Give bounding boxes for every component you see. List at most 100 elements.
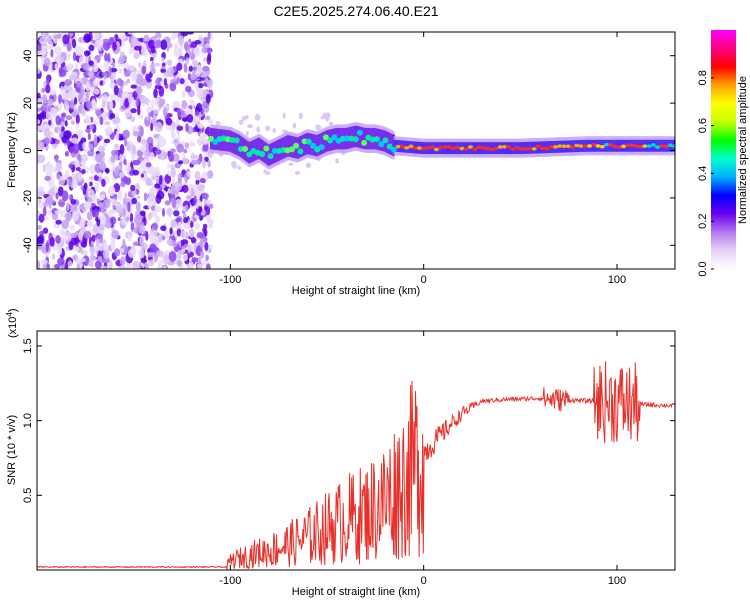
track-peak	[242, 145, 249, 152]
noise-speckle	[168, 151, 174, 162]
noise-speckle	[43, 57, 51, 67]
noise-speckle	[58, 180, 65, 186]
noise-speckle	[135, 97, 139, 107]
x-tick-label: -100	[219, 575, 241, 587]
track-peak	[246, 151, 253, 158]
noise-speckle	[171, 177, 175, 187]
noise-speckle	[144, 263, 149, 269]
noise-speckle	[37, 107, 42, 112]
noise-speckle	[86, 211, 93, 221]
noise-speckle	[111, 229, 120, 239]
noise-speckle	[42, 137, 51, 145]
noise-speckle	[123, 158, 127, 166]
noise-speckle	[82, 141, 87, 150]
noise-speckle	[195, 179, 200, 185]
noise-speckle	[97, 145, 106, 153]
track-peak	[310, 142, 317, 149]
noise-speckle	[81, 108, 87, 117]
track-peak	[667, 143, 673, 148]
noise-speckle	[41, 103, 48, 112]
noise-speckle	[256, 126, 261, 133]
noise-speckle	[185, 57, 190, 65]
track-peak	[548, 144, 554, 149]
svg-text:(x104): (x104)	[5, 308, 19, 338]
noise-speckle	[78, 230, 84, 241]
noise-speckle	[91, 39, 96, 44]
track-peak	[455, 145, 461, 150]
track-peak	[591, 142, 597, 147]
noise-speckle	[37, 234, 44, 245]
noise-speckle	[119, 152, 124, 163]
noise-speckle	[125, 216, 130, 222]
noise-speckle	[196, 87, 204, 99]
noise-speckle	[124, 98, 130, 108]
noise-speckle	[45, 111, 50, 119]
noise-speckle	[189, 99, 194, 105]
noise-speckle	[127, 201, 131, 213]
noise-speckle	[75, 114, 80, 124]
noise-speckle	[154, 183, 161, 189]
noise-speckle	[130, 116, 136, 123]
noise-speckle	[73, 97, 78, 105]
noise-speckle	[62, 34, 70, 45]
noise-speckle	[200, 96, 207, 102]
y-tick-label: 1.0	[22, 413, 34, 428]
noise-speckle	[44, 161, 53, 173]
track-peak	[497, 145, 503, 149]
noise-speckle	[71, 120, 75, 125]
noise-speckle	[154, 62, 160, 67]
noise-speckle	[166, 67, 171, 78]
noise-speckle	[190, 237, 197, 244]
noise-speckle	[89, 253, 94, 264]
noise-speckle	[93, 134, 98, 145]
noise-speckle	[91, 234, 96, 243]
noise-speckle	[206, 55, 212, 65]
noise-speckle	[161, 207, 166, 217]
noise-speckle	[205, 93, 211, 104]
track-peak	[438, 145, 444, 150]
noise-speckle	[54, 210, 61, 215]
noise-speckle	[85, 50, 91, 56]
track-peak	[237, 145, 244, 152]
noise-speckle	[254, 113, 261, 121]
noise-speckle	[45, 84, 51, 94]
noise-speckle	[173, 210, 180, 217]
noise-speckle	[172, 153, 180, 162]
noise-speckle	[147, 112, 155, 117]
noise-speckle	[66, 63, 73, 72]
noise-speckle	[58, 94, 62, 104]
noise-speckle	[52, 243, 60, 251]
noise-speckle	[160, 225, 167, 232]
noise-speckle	[114, 166, 120, 177]
noise-speckle	[78, 172, 83, 181]
noise-speckle	[174, 180, 183, 192]
noise-speckle	[265, 125, 271, 132]
track-peak	[621, 144, 627, 149]
noise-speckle	[72, 142, 79, 154]
noise-speckle	[65, 229, 70, 237]
noise-speckle	[119, 171, 125, 178]
noise-speckle	[112, 41, 117, 51]
noise-speckle	[85, 81, 91, 92]
noise-speckle	[116, 96, 121, 103]
noise-speckle	[105, 168, 110, 174]
noise-speckle	[115, 130, 120, 142]
noise-speckle	[38, 196, 42, 204]
noise-speckle	[190, 204, 196, 210]
noise-speckle	[80, 85, 84, 94]
noise-speckle	[43, 32, 50, 43]
noise-speckle	[118, 68, 123, 74]
noise-speckle	[99, 161, 107, 172]
snr-multiplier: (x104)	[5, 308, 19, 338]
noise-speckle	[72, 38, 77, 49]
y-tick-label: 1.5	[22, 338, 34, 353]
noise-speckle	[100, 206, 106, 214]
noise-speckle	[110, 154, 116, 163]
snr-x-label: Height of straight line (km)	[292, 586, 420, 598]
track-peak	[361, 139, 368, 146]
noise-speckle	[148, 212, 152, 221]
noise-speckle	[46, 195, 54, 205]
track-peak	[642, 144, 648, 148]
noise-speckle	[47, 209, 52, 216]
